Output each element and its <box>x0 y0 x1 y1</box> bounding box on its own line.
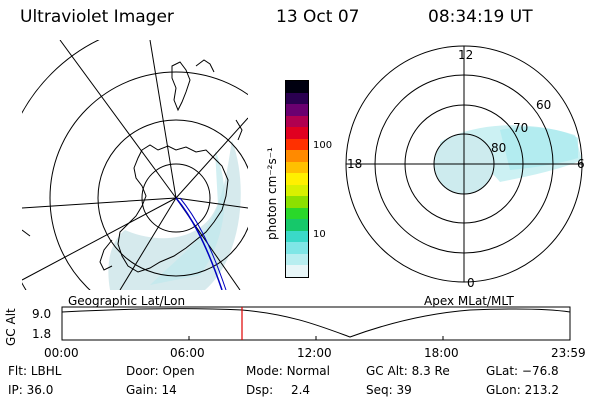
colorbar-swatch <box>286 253 308 266</box>
antarctica-coastline <box>117 144 229 273</box>
mode-value: Normal <box>286 364 330 378</box>
mlt-0-label: 0 <box>467 276 475 290</box>
colorbar-tick-100: 100 <box>313 140 333 151</box>
ip-label: IP: <box>8 383 23 397</box>
mlat-80-label: 80 <box>491 141 507 155</box>
mlt-12-label: 12 <box>458 48 474 62</box>
flt-value: LBHL <box>30 364 62 378</box>
glat-value: −76.8 <box>521 364 559 378</box>
orbit-xtick-4: 23:59 <box>551 346 586 360</box>
orbit-altitude-curve <box>61 308 571 338</box>
orbit-xtick-2: 12:00 <box>297 346 332 360</box>
seq-label: Seq: <box>366 383 393 397</box>
aurora-oval-apex <box>440 125 582 182</box>
info-door: Door: Open <box>126 364 195 378</box>
door-label: Door: <box>126 364 159 378</box>
colorbar-swatch <box>286 161 308 174</box>
colorbar-swatch <box>286 104 308 116</box>
info-ip: IP: 36.0 <box>8 383 53 397</box>
colorbar <box>285 80 309 278</box>
gain-value: 14 <box>161 383 177 397</box>
colorbar-swatch <box>286 138 308 151</box>
info-dsp: Dsp: 2.4 <box>246 383 310 397</box>
info-gcalt: GC Alt: 8.3 Re <box>366 364 450 378</box>
mlt-6-label: 6 <box>577 157 585 171</box>
dsp-label: Dsp: <box>246 383 274 397</box>
aurora-oval-geo <box>108 140 241 290</box>
satellite-track <box>175 197 223 290</box>
orbit-xtick-1: 06:00 <box>170 346 205 360</box>
colorbar-swatch <box>286 173 308 185</box>
seq-value: 39 <box>396 383 412 397</box>
mlat-70-label: 70 <box>513 121 529 135</box>
info-glon: GLon: 213.2 <box>486 383 559 397</box>
date-label: 13 Oct 07 <box>276 7 360 27</box>
colorbar-swatch <box>286 230 308 243</box>
mlt-18-label: 18 <box>347 157 363 171</box>
door-value: Open <box>162 364 195 378</box>
glon-value: 213.2 <box>524 383 559 397</box>
orbit-xtick-3: 18:00 <box>424 346 459 360</box>
colorbar-swatch <box>286 115 308 128</box>
info-flt: Flt: LBHL <box>8 364 61 378</box>
time-label: 08:34:19 UT <box>428 7 533 27</box>
info-seq: Seq: 39 <box>366 383 412 397</box>
orbit-ytick-top: 9.0 <box>32 307 52 321</box>
gcalt-label: GC Alt: <box>366 364 408 378</box>
colorbar-swatch <box>286 92 308 105</box>
flt-label: Flt: <box>8 364 27 378</box>
info-gain: Gain: 14 <box>126 383 177 397</box>
colorbar-swatch <box>286 265 308 277</box>
gain-label: Gain: <box>126 383 158 397</box>
info-mode: Mode: Normal <box>246 364 330 378</box>
colorbar-swatch <box>286 219 308 231</box>
app-title: Ultraviolet Imager <box>20 7 174 27</box>
glon-label: GLon: <box>486 383 521 397</box>
colorbar-swatch <box>286 127 308 139</box>
colorbar-label: photon cm⁻²s⁻¹ <box>265 147 279 240</box>
orbit-ylabel: GC Alt <box>4 308 18 346</box>
mode-label: Mode: <box>246 364 283 378</box>
apex-panel-label: Apex MLat/MLT <box>424 294 514 308</box>
orbit-ytick-bottom: 1.8 <box>32 327 52 341</box>
dsp-value: 2.4 <box>290 383 311 397</box>
gcalt-value: 8.3 Re <box>411 364 450 378</box>
colorbar-swatch <box>286 242 308 254</box>
info-glat: GLat: −76.8 <box>486 364 559 378</box>
orbit-xtick-0: 00:00 <box>44 346 79 360</box>
colorbar-swatch <box>286 81 308 93</box>
ip-value: 36.0 <box>26 383 54 397</box>
geo-panel-label: Geographic Lat/Lon <box>68 294 186 308</box>
colorbar-swatch <box>286 207 308 220</box>
colorbar-tick-10: 10 <box>313 229 326 240</box>
colorbar-swatch <box>286 150 308 162</box>
colorbar-swatch <box>286 196 308 208</box>
glat-label: GLat: <box>486 364 519 378</box>
mlat-60-label: 60 <box>536 98 552 112</box>
colorbar-swatch <box>286 184 308 197</box>
